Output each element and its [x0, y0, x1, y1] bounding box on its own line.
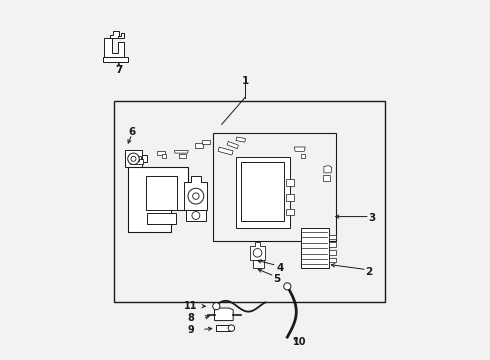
Text: 7: 7 [115, 64, 122, 75]
Polygon shape [202, 140, 210, 144]
Circle shape [192, 212, 200, 220]
Text: 9: 9 [187, 325, 194, 334]
Circle shape [128, 153, 139, 165]
Polygon shape [184, 176, 207, 211]
Polygon shape [157, 151, 166, 155]
Polygon shape [162, 154, 166, 158]
Polygon shape [104, 39, 124, 58]
Bar [114, 101, 385, 302]
Polygon shape [130, 159, 143, 164]
Polygon shape [142, 155, 147, 162]
Bar [213, 134, 337, 241]
Text: 1: 1 [242, 76, 248, 86]
Circle shape [228, 325, 235, 331]
Polygon shape [300, 154, 305, 158]
Polygon shape [186, 211, 205, 221]
Polygon shape [125, 150, 142, 167]
Bar [147, 176, 177, 211]
Circle shape [193, 193, 199, 199]
Polygon shape [215, 308, 233, 320]
Polygon shape [323, 175, 330, 181]
Bar [242, 162, 285, 221]
Polygon shape [236, 157, 290, 228]
Polygon shape [195, 143, 203, 148]
Bar [236, 137, 245, 142]
Bar [147, 213, 176, 224]
Bar [227, 141, 239, 149]
Polygon shape [110, 31, 119, 39]
Polygon shape [128, 167, 188, 232]
Polygon shape [329, 242, 336, 247]
Polygon shape [294, 147, 305, 151]
Text: 4: 4 [276, 263, 284, 273]
Polygon shape [324, 166, 332, 173]
Polygon shape [329, 258, 336, 262]
Bar [300, 228, 329, 268]
Text: 8: 8 [187, 313, 194, 323]
Circle shape [188, 188, 204, 204]
Polygon shape [253, 260, 264, 268]
Polygon shape [250, 242, 265, 260]
Circle shape [213, 303, 220, 310]
Polygon shape [329, 234, 336, 239]
Polygon shape [174, 150, 188, 153]
Text: 6: 6 [128, 127, 136, 136]
Circle shape [284, 283, 291, 290]
Polygon shape [136, 156, 141, 159]
Text: 10: 10 [293, 337, 306, 347]
Text: 5: 5 [273, 274, 281, 284]
Text: 2: 2 [365, 267, 372, 277]
Polygon shape [179, 154, 186, 158]
Text: 11: 11 [184, 301, 197, 311]
Polygon shape [216, 325, 231, 331]
Bar [218, 147, 233, 155]
Polygon shape [286, 194, 294, 201]
Polygon shape [286, 209, 294, 215]
Polygon shape [286, 179, 294, 186]
Text: 3: 3 [368, 213, 376, 222]
Polygon shape [102, 57, 128, 62]
Circle shape [131, 156, 136, 161]
Polygon shape [118, 33, 124, 39]
Circle shape [253, 248, 262, 257]
Polygon shape [329, 250, 336, 255]
